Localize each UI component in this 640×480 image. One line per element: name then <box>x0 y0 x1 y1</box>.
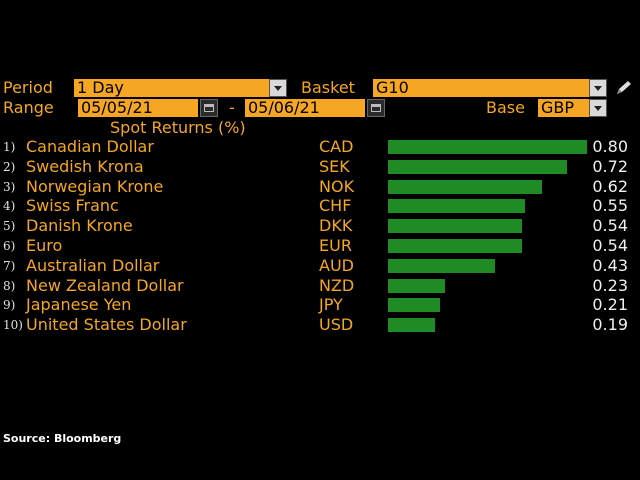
currency-row[interactable]: 1) Canadian Dollar CAD 0.80 <box>0 137 640 157</box>
currency-name: New Zealand Dollar <box>26 275 184 295</box>
return-value: 0.23 <box>592 275 628 295</box>
currency-name: Australian Dollar <box>26 255 160 275</box>
return-value: 0.54 <box>592 216 628 236</box>
return-bar <box>388 179 543 194</box>
return-bar <box>388 140 587 154</box>
base-select[interactable]: GBP <box>538 99 589 117</box>
currency-name: Canadian Dollar <box>26 137 154 156</box>
currency-code: NZD <box>319 275 355 295</box>
currency-code: JPY <box>319 295 343 315</box>
currency-row[interactable]: 7) Australian Dollar AUD 0.43 <box>0 256 640 276</box>
currency-name: Japanese Yen <box>26 295 132 315</box>
basket-dropdown-icon[interactable] <box>589 79 607 97</box>
row-rank: 10) <box>3 318 23 333</box>
return-value: 0.54 <box>592 236 628 255</box>
return-value: 0.43 <box>592 255 628 275</box>
currency-name: Danish Krone <box>26 216 133 236</box>
range-start-calendar-icon[interactable] <box>200 99 218 117</box>
row-rank: 6) <box>3 239 16 253</box>
return-bar <box>388 219 523 234</box>
currency-code: AUD <box>319 255 354 275</box>
currency-row[interactable]: 4) Swiss Franc CHF 0.55 <box>0 196 640 216</box>
period-label: Period <box>3 78 53 97</box>
row-rank: 7) <box>3 258 16 273</box>
currency-row[interactable]: 10) United States Dollar USD 0.19 <box>0 315 640 335</box>
source-note: Source: Bloomberg <box>3 432 122 445</box>
row-rank: 8) <box>3 278 16 293</box>
period-dropdown-icon[interactable] <box>269 79 287 97</box>
return-bar <box>388 239 523 253</box>
row-rank: 3) <box>3 179 16 194</box>
return-bar <box>388 298 441 313</box>
row-rank: 1) <box>3 140 16 154</box>
basket-select[interactable]: G10 <box>373 79 589 97</box>
row-rank: 9) <box>3 298 16 313</box>
range-separator: - <box>229 98 235 117</box>
return-bar <box>388 199 525 214</box>
currency-row[interactable]: 3) Norwegian Krone NOK 0.62 <box>0 177 640 197</box>
currency-code: CHF <box>319 196 352 216</box>
currency-row[interactable]: 5) Danish Krone DKK 0.54 <box>0 216 640 236</box>
return-bar <box>388 318 436 333</box>
currency-code: SEK <box>319 156 350 176</box>
range-end-calendar-icon[interactable] <box>367 99 385 117</box>
return-bar <box>388 159 568 174</box>
return-value: 0.19 <box>592 315 628 335</box>
currency-name: United States Dollar <box>26 315 187 335</box>
return-bar <box>388 258 495 273</box>
chart-title: Spot Returns (%) <box>110 118 246 137</box>
row-rank: 5) <box>3 219 16 234</box>
return-value: 0.72 <box>592 156 628 176</box>
basket-label: Basket <box>301 78 355 97</box>
range-start-input[interactable]: 05/05/21 <box>78 99 198 117</box>
range-end-input[interactable]: 05/06/21 <box>245 99 365 117</box>
currency-name: Norwegian Krone <box>26 176 164 196</box>
currency-row[interactable]: 8) New Zealand Dollar NZD 0.23 <box>0 276 640 296</box>
period-select[interactable]: 1 Day <box>74 79 270 97</box>
row-rank: 2) <box>3 159 16 174</box>
currency-code: CAD <box>319 137 354 156</box>
row-rank: 4) <box>3 199 16 214</box>
range-label: Range <box>3 98 54 117</box>
return-bar <box>388 278 446 293</box>
pencil-icon[interactable] <box>614 79 634 97</box>
return-value: 0.21 <box>592 295 628 315</box>
currency-code: USD <box>319 315 354 335</box>
base-dropdown-icon[interactable] <box>589 99 607 117</box>
currency-name: Swedish Krona <box>26 156 144 176</box>
currency-code: NOK <box>319 176 355 196</box>
return-value: 0.80 <box>592 137 628 156</box>
currency-name: Swiss Franc <box>26 196 119 216</box>
currency-name: Euro <box>26 236 63 255</box>
currency-code: DKK <box>319 216 353 236</box>
currency-row[interactable]: 9) Japanese Yen JPY 0.21 <box>0 295 640 315</box>
currency-row[interactable]: 6) Euro EUR 0.54 <box>0 236 640 256</box>
currency-row[interactable]: 2) Swedish Krona SEK 0.72 <box>0 157 640 177</box>
return-value: 0.62 <box>592 176 628 196</box>
return-value: 0.55 <box>592 196 628 216</box>
base-label: Base <box>486 98 525 117</box>
currency-code: EUR <box>319 236 352 255</box>
